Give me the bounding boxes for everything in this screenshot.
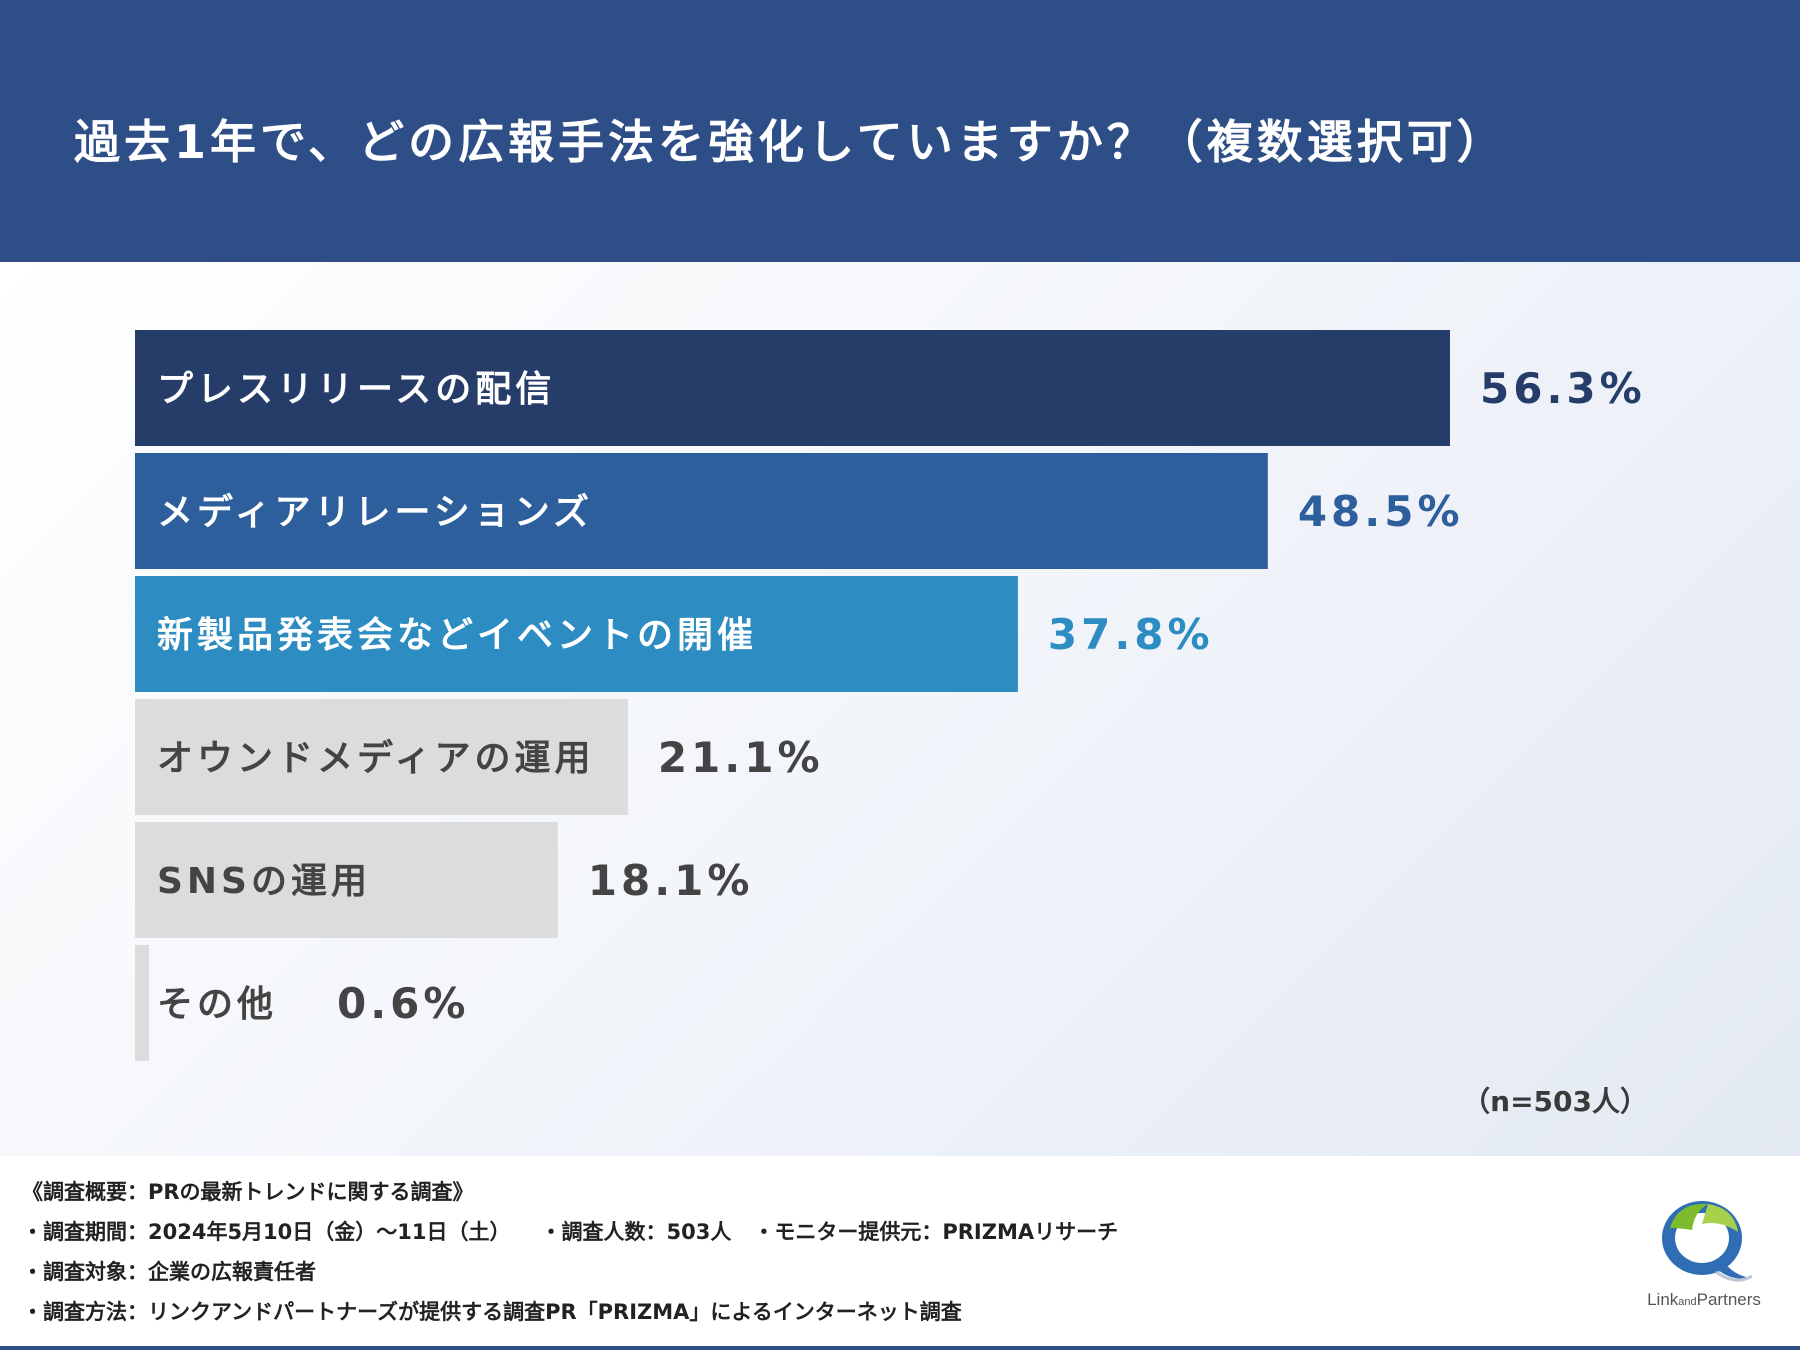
- bar-2: [135, 453, 1268, 569]
- bar-label-5: SNSの運用: [157, 861, 371, 902]
- bar-value-1: 56.3%: [1480, 364, 1646, 413]
- page-title: 過去1年で、どの広報手法を強化していますか？（複数選択可）: [74, 115, 1507, 169]
- logo-mark-icon: [1662, 1201, 1752, 1282]
- survey-method: ・調査方法：リンクアンドパートナーズが提供する調査PR「PRIZMA」によるイン…: [22, 1300, 962, 1324]
- bar-label-3: 新製品発表会などイベントの開催: [157, 615, 757, 656]
- bar-value-4: 21.1%: [658, 733, 824, 782]
- survey-provider: ・モニター提供元：PRIZMAリサーチ: [753, 1220, 1119, 1244]
- bar-value-5: 18.1%: [588, 856, 754, 905]
- survey-footer: 《調査概要：PRの最新トレンドに関する調査》 ・調査期間：2024年5月10日（…: [0, 1156, 1800, 1350]
- survey-respondents: ・調査人数：503人: [540, 1220, 732, 1244]
- bar-value-6: 0.6%: [337, 979, 469, 1028]
- logo-wordmark: LinkandPartners: [1647, 1290, 1761, 1309]
- bar-5: [135, 822, 558, 938]
- bar-label-1: プレスリリースの配信: [157, 369, 555, 410]
- survey-period: ・調査期間：2024年5月10日（金）〜11日（土）: [22, 1220, 511, 1244]
- company-logo: LinkandPartners: [1634, 1198, 1774, 1316]
- survey-period-line: ・調査期間：2024年5月10日（金）〜11日（土） ・調査人数：503人 ・モニタ…: [22, 1212, 1118, 1252]
- bar-3: [135, 576, 1018, 692]
- bar-label-4: オウンドメディアの運用: [157, 737, 594, 779]
- survey-overview: 《調査概要：PRの最新トレンドに関する調査》: [22, 1180, 474, 1204]
- bar-value-3: 37.8%: [1048, 610, 1214, 659]
- bar-6: [135, 945, 150, 1061]
- bar-1: [135, 330, 1450, 446]
- bar-label-2: メディアリレーションズ: [157, 491, 593, 533]
- chart-area: プレスリリースの配信 56.3% メディアリレーションズ 48.5% 新製品発表会などイ…: [0, 262, 1800, 1156]
- bar-label-6: その他: [157, 984, 277, 1025]
- survey-target: ・調査対象：企業の広報責任者: [22, 1260, 316, 1284]
- bar-value-2: 48.5%: [1298, 487, 1464, 536]
- header-banner: 過去1年で、どの広報手法を強化していますか？（複数選択可）: [0, 0, 1800, 262]
- bar-chart: プレスリリースの配信 56.3% メディアリレーションズ 48.5% 新製品発表会などイ…: [135, 330, 1646, 1061]
- sample-size-note: （n=503人）: [1462, 1085, 1648, 1118]
- bar-4: [135, 699, 628, 815]
